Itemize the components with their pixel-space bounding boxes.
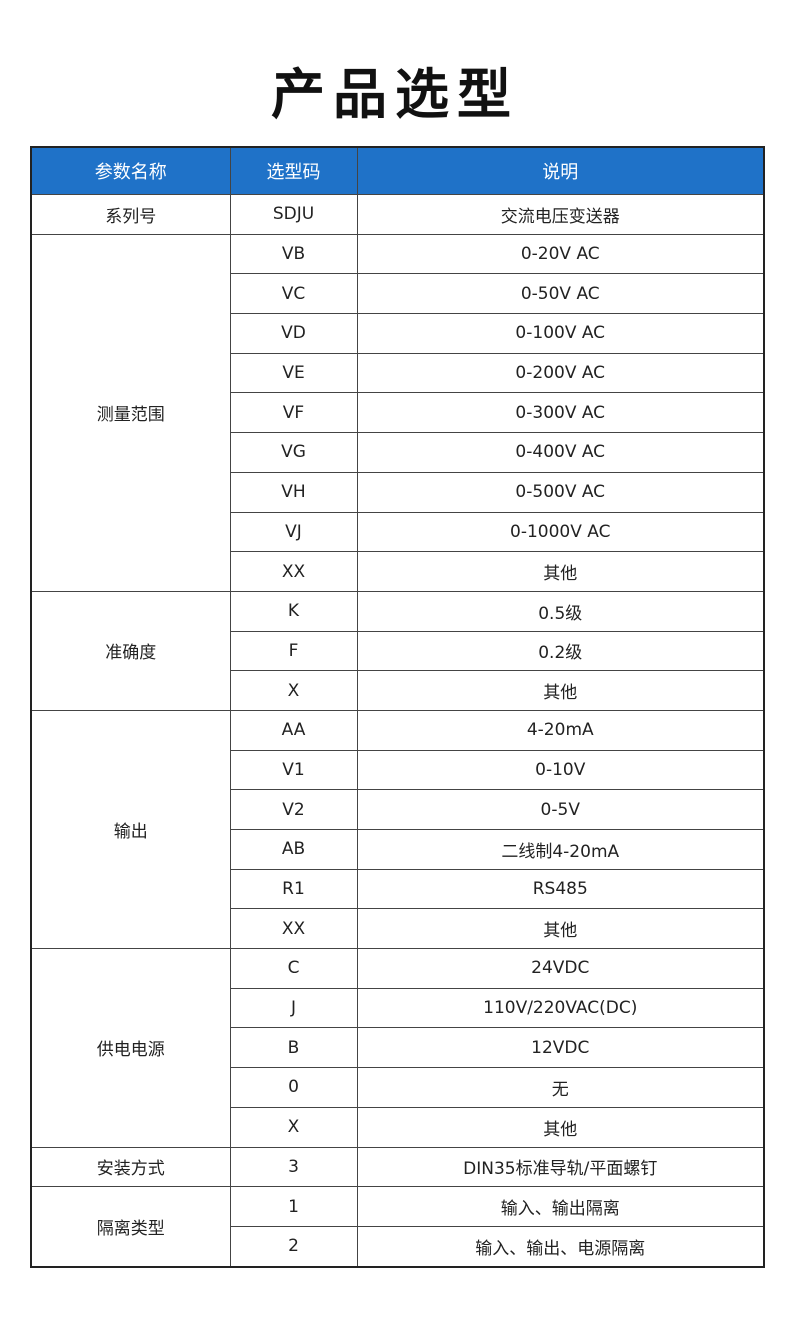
code-cell: J xyxy=(229,987,358,1029)
table-row: VE 0-200V AC xyxy=(31,352,765,394)
code-cell: VB xyxy=(229,233,358,275)
code-cell: VE xyxy=(229,352,358,394)
desc-cell: RS485 xyxy=(356,868,765,910)
param-cell: 隔离类型 xyxy=(30,1186,231,1268)
table-row: VJ 0-1000V AC xyxy=(31,511,765,553)
table-row: XX 其他 xyxy=(31,908,765,950)
table-row: F 0.2级 xyxy=(31,630,765,672)
code-cell: F xyxy=(229,630,358,672)
selection-table: 参数名称 选型码 说明 系列号 SDJU 交流电压变送器 测量范围 VB 0-20V AC… xyxy=(30,146,765,1268)
desc-cell: 无 xyxy=(356,1067,765,1108)
header-code: 选型码 xyxy=(229,146,358,195)
table-row: 测量范围 VB 0-20V AC xyxy=(30,233,765,592)
desc-cell: 4-20mA xyxy=(356,709,765,751)
code-cell: B xyxy=(229,1027,358,1069)
desc-cell: 24VDC xyxy=(356,948,765,989)
code-cell: VC xyxy=(229,273,358,315)
table-row: VF 0-300V AC xyxy=(31,392,765,434)
param-cell: 安装方式 xyxy=(30,1146,231,1188)
desc-cell: 0-100V AC xyxy=(356,313,765,354)
table-row: 2 输入、输出、电源隔离 xyxy=(31,1225,765,1268)
code-cell: 0 xyxy=(229,1067,358,1108)
code-cell: XX xyxy=(229,908,358,950)
table-row: V2 0-5V xyxy=(31,789,765,830)
desc-cell: 输入、输出隔离 xyxy=(356,1186,765,1227)
desc-cell: 0-500V AC xyxy=(356,471,765,513)
desc-cell: 0.5级 xyxy=(356,590,765,632)
table-row: 准确度 K 0.5级 xyxy=(30,590,765,711)
desc-cell: 0-20V AC xyxy=(356,233,765,275)
code-cell: 1 xyxy=(229,1186,358,1227)
desc-cell: 其他 xyxy=(356,551,765,592)
desc-cell: 0-10V xyxy=(356,749,765,791)
desc-cell: 其他 xyxy=(356,908,765,950)
desc-cell: 交流电压变送器 xyxy=(356,194,765,235)
desc-cell: 110V/220VAC(DC) xyxy=(356,987,765,1029)
code-cell: VD xyxy=(229,313,358,354)
desc-cell: 0-300V AC xyxy=(356,392,765,434)
code-cell: K xyxy=(229,590,358,632)
param-cell: 输出 xyxy=(30,709,231,950)
table-row: 输出 AA 4-20mA xyxy=(30,709,765,950)
desc-cell: 0-200V AC xyxy=(356,352,765,394)
code-cell: VF xyxy=(229,392,358,434)
code-cell: C xyxy=(229,948,358,989)
desc-cell: 二线制4-20mA xyxy=(356,829,765,870)
table-row: B 12VDC xyxy=(31,1027,765,1069)
code-cell: VH xyxy=(229,471,358,513)
page-title: 产品选型 xyxy=(271,63,519,126)
header-param: 参数名称 xyxy=(30,146,231,195)
code-cell: AA xyxy=(229,709,358,751)
desc-cell: 输入、输出、电源隔离 xyxy=(356,1225,765,1268)
code-cell: 3 xyxy=(229,1146,358,1188)
desc-cell: 0-400V AC xyxy=(356,432,765,473)
table-row: 安装方式 3 DIN35标准导轨/平面螺钉 xyxy=(30,1146,765,1188)
code-cell: X xyxy=(229,670,358,711)
table-header-row: 参数名称 选型码 说明 xyxy=(30,146,765,195)
desc-cell: 0-1000V AC xyxy=(356,511,765,553)
param-cell: 供电电源 xyxy=(30,948,231,1148)
desc-cell: DIN35标准导轨/平面螺钉 xyxy=(356,1146,765,1188)
table-body: 系列号 SDJU 交流电压变送器 测量范围 VB 0-20V AC VC 0-50V AC VD… xyxy=(30,194,765,1268)
table-row: XX 其他 xyxy=(31,551,765,592)
table-row: J 110V/220VAC(DC) xyxy=(31,987,765,1029)
code-cell: X xyxy=(229,1106,358,1148)
desc-cell: 0-5V xyxy=(356,789,765,830)
table-row: VD 0-100V AC xyxy=(31,313,765,354)
code-cell: 2 xyxy=(229,1225,358,1268)
desc-cell: 其他 xyxy=(356,1106,765,1148)
desc-cell: 其他 xyxy=(356,670,765,711)
table-row: VG 0-400V AC xyxy=(31,432,765,473)
table-row: R1 RS485 xyxy=(31,868,765,910)
table-row: 系列号 SDJU 交流电压变送器 xyxy=(30,194,765,235)
param-cell: 系列号 xyxy=(30,194,231,235)
code-cell: VG xyxy=(229,432,358,473)
code-cell: V2 xyxy=(229,789,358,830)
desc-cell: 12VDC xyxy=(356,1027,765,1069)
param-cell: 测量范围 xyxy=(30,233,231,592)
header-desc: 说明 xyxy=(356,146,765,195)
table-row: V1 0-10V xyxy=(31,749,765,791)
table-row: X 其他 xyxy=(31,670,765,711)
table-row: 隔离类型 1 输入、输出隔离 xyxy=(30,1186,765,1268)
code-cell: XX xyxy=(229,551,358,592)
desc-cell: 0.2级 xyxy=(356,630,765,672)
table-row: VC 0-50V AC xyxy=(31,273,765,315)
desc-cell: 0-50V AC xyxy=(356,273,765,315)
param-cell: 准确度 xyxy=(30,590,231,711)
table-row: 供电电源 C 24VDC xyxy=(30,948,765,1148)
table-row: VH 0-500V AC xyxy=(31,471,765,513)
code-cell: R1 xyxy=(229,868,358,910)
code-cell: SDJU xyxy=(229,194,358,235)
code-cell: AB xyxy=(229,829,358,870)
code-cell: V1 xyxy=(229,749,358,791)
code-cell: VJ xyxy=(229,511,358,553)
